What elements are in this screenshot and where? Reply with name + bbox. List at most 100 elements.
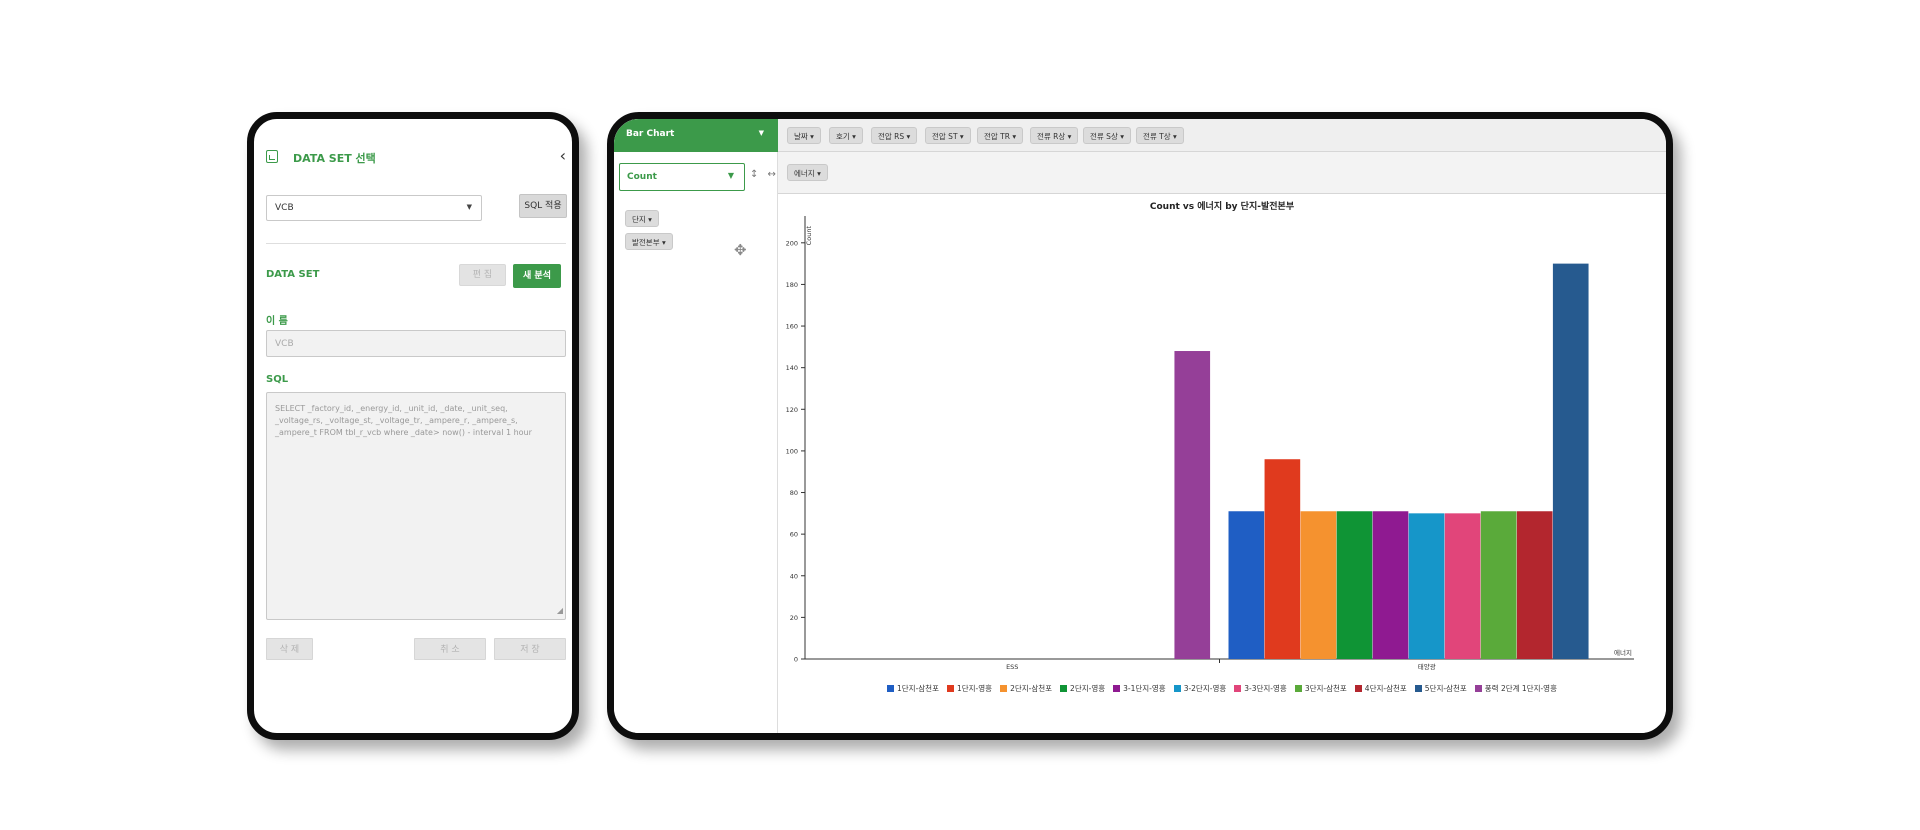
chart-type-value: Bar Chart xyxy=(626,129,675,139)
legend-item: 풍력 2단계 1단지-영흥 xyxy=(1474,683,1557,694)
y-tick-label: 120 xyxy=(786,406,798,414)
dropdown-arrow-icon: ▼ xyxy=(466,203,472,211)
sql-label: SQL xyxy=(266,374,289,385)
y-tick-label: 20 xyxy=(790,614,798,622)
pivot-panel: Bar Chart ▼ Count ▼ ↕ ↔ 날짜 ▾ 호기 ▾ 전압 RS … xyxy=(607,112,1673,740)
y-tick-label: 180 xyxy=(786,281,798,289)
aggregator-value: Count xyxy=(627,172,657,182)
y-tick-label: 160 xyxy=(786,323,798,331)
collapse-chevron-icon[interactable]: ‹ xyxy=(559,146,566,165)
y-tick-label: 140 xyxy=(786,364,798,372)
unused-attributes-bar: 날짜 ▾ 호기 ▾ 전압 RS ▾ 전압 ST ▾ 전압 TR ▾ 전류 R상 … xyxy=(778,119,1666,152)
legend-item: 1단지-삼천포 xyxy=(887,683,939,694)
attribute-pill[interactable]: 전류 S상 ▾ xyxy=(1083,127,1131,144)
row-attribute-pill[interactable]: 발전본부 ▾ xyxy=(625,233,673,250)
legend-label: 3-1단지-영흥 xyxy=(1123,684,1166,693)
attribute-pill[interactable]: 전압 RS ▾ xyxy=(871,127,918,144)
column-attributes-bar: 에너지 ▾ xyxy=(778,152,1666,194)
legend-item: 2단지-영흥 xyxy=(1060,683,1105,694)
dataset-select[interactable]: VCB ▼ xyxy=(266,195,482,221)
chart-svg: Count vs 에너지 by 단지-발전본부 Count 0 20 40 60 80 100… xyxy=(786,200,1634,671)
legend-label: 풍력 2단계 1단지-영흥 xyxy=(1484,684,1557,693)
legend-label: 3-2단지-영흥 xyxy=(1183,684,1227,693)
dataset-icon xyxy=(266,150,278,163)
divider xyxy=(266,243,566,244)
legend-item: 3-1단지-영흥 xyxy=(1113,683,1166,694)
sql-apply-button[interactable]: SQL 적용 xyxy=(519,194,567,218)
y-tick-label: 40 xyxy=(790,572,798,580)
y-tick-label: 100 xyxy=(786,447,798,455)
new-analysis-button[interactable]: 새 분석 xyxy=(513,264,561,288)
legend-swatch xyxy=(1173,685,1181,692)
legend-swatch xyxy=(1294,685,1302,692)
chart-type-select[interactable]: Bar Chart ▼ xyxy=(614,119,778,152)
chart-legend: 1단지-삼천포 1단지-영흥 2단지-삼천포 2단지-영흥 3-1단지-영흥 3-2단지-… xyxy=(778,683,1666,694)
delete-button[interactable]: 삭 제 xyxy=(266,638,313,660)
cancel-button[interactable]: 취 소 xyxy=(414,638,486,660)
bar xyxy=(1228,511,1265,659)
attribute-pill[interactable]: 전류 R상 ▾ xyxy=(1030,127,1079,144)
name-label: 이 름 xyxy=(266,316,288,327)
attribute-pill[interactable]: 전압 ST ▾ xyxy=(925,127,971,144)
dropdown-arrow-icon: ▼ xyxy=(758,129,764,137)
bar xyxy=(1336,511,1373,659)
legend-swatch xyxy=(1060,685,1068,692)
legend-label: 1단지-영흥 xyxy=(956,684,993,693)
attribute-pill[interactable]: 호기 ▾ xyxy=(829,127,863,144)
bar-chart: Count vs 에너지 by 단지-발전본부 Count 0 20 40 60 80 100… xyxy=(778,194,1666,733)
x-axis-label: 에너지 xyxy=(1614,648,1632,657)
legend-swatch xyxy=(1414,685,1422,692)
chart-title: Count vs 에너지 by 단지-발전본부 xyxy=(1150,200,1294,212)
legend-label: 1단지-삼천포 xyxy=(897,684,939,693)
dataset-select-value: VCB xyxy=(275,203,294,213)
aggregator-select[interactable]: Count ▼ xyxy=(619,163,745,191)
y-tick-label: 0 xyxy=(794,656,798,664)
legend-swatch xyxy=(1000,685,1008,692)
y-tick-label: 80 xyxy=(790,489,798,497)
legend-swatch xyxy=(1474,685,1482,692)
y-tick-label: 60 xyxy=(790,531,798,539)
legend-swatch xyxy=(1113,685,1121,692)
legend-label: 2단지-삼천포 xyxy=(1010,684,1053,693)
bar xyxy=(1552,263,1589,659)
attribute-pill[interactable]: 날짜 ▾ xyxy=(787,127,821,144)
bar xyxy=(1300,511,1337,659)
y-tick-label: 200 xyxy=(786,239,798,247)
x-tick-label: 태양광 xyxy=(1418,663,1436,671)
legend-swatch xyxy=(946,685,954,692)
legend-item: 3-3단지-영흥 xyxy=(1234,683,1287,694)
legend-label: 5단지-삼천포 xyxy=(1424,684,1467,693)
attribute-pill[interactable]: 전압 TR ▾ xyxy=(977,127,1024,144)
edit-button[interactable]: 편 집 xyxy=(459,264,506,286)
bar xyxy=(1264,459,1301,659)
legend-item: 2단지-삼천포 xyxy=(1000,683,1052,694)
bar xyxy=(1444,513,1481,659)
y-axis-label: Count xyxy=(805,226,813,246)
legend-swatch xyxy=(887,685,894,692)
legend-swatch xyxy=(1234,685,1242,692)
legend-swatch xyxy=(1354,685,1362,692)
sql-text: SELECT _factory_id, _energy_id, _unit_id… xyxy=(275,404,532,437)
row-attribute-pill[interactable]: 단지 ▾ xyxy=(625,210,659,227)
legend-item: 3단지-삼천포 xyxy=(1294,683,1347,694)
legend-label: 4단지-삼천포 xyxy=(1364,684,1407,693)
dropdown-arrow-icon: ▼ xyxy=(727,171,734,180)
legend-label: 3단지-삼천포 xyxy=(1304,684,1347,693)
sort-order-icon[interactable]: ↕ ↔ xyxy=(750,169,779,180)
legend-item: 1단지-영흥 xyxy=(946,683,993,694)
legend-label: 3-3단지-영흥 xyxy=(1244,684,1287,693)
name-input[interactable]: VCB xyxy=(266,330,566,357)
legend-label: 2단지-영흥 xyxy=(1070,684,1106,693)
attribute-pill[interactable]: 전류 T상 ▾ xyxy=(1136,127,1184,144)
panel-title: DATA SET 선택 xyxy=(293,152,376,165)
sql-textarea[interactable]: SELECT _factory_id, _energy_id, _unit_id… xyxy=(266,392,566,620)
bar xyxy=(1408,513,1445,659)
legend-item: 4단지-삼천포 xyxy=(1354,683,1407,694)
resize-grip-icon[interactable]: ◢ xyxy=(556,606,563,615)
x-tick-label: ESS xyxy=(1006,663,1018,671)
dataset-panel: DATA SET 선택 ‹ VCB ▼ SQL 적용 DATA SET 편 집 … xyxy=(247,112,579,740)
bar xyxy=(1174,351,1211,659)
column-attribute-pill[interactable]: 에너지 ▾ xyxy=(787,164,828,181)
save-button[interactable]: 저 장 xyxy=(494,638,566,660)
legend-item: 5단지-삼천포 xyxy=(1414,683,1467,694)
